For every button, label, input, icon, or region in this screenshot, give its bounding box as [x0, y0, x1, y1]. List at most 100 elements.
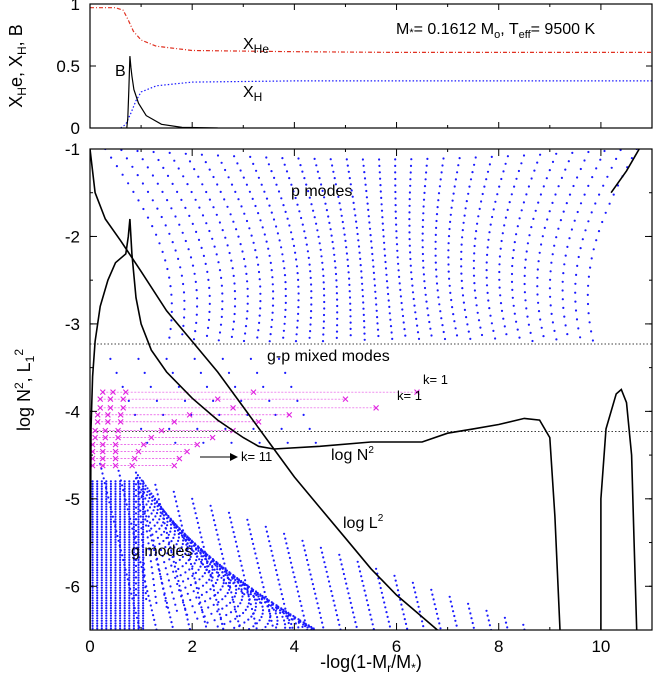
- mode-point: [202, 254, 205, 257]
- mode-point: [159, 511, 162, 514]
- mode-point: [162, 166, 165, 169]
- mode-point: [100, 528, 103, 531]
- mode-point: [216, 154, 220, 157]
- mode-point: [109, 528, 112, 531]
- mode-point: [96, 556, 99, 559]
- mode-point: [142, 624, 145, 628]
- mode-point: [114, 584, 117, 587]
- mode-point: [271, 318, 274, 321]
- mode-point: [161, 190, 164, 193]
- mode-point: [132, 612, 135, 615]
- mode-point: [284, 294, 287, 298]
- mode-point: [137, 579, 140, 582]
- annotation-k1-b: k= 1: [397, 388, 422, 403]
- mode-point: [142, 207, 145, 211]
- mode-point: [125, 573, 128, 576]
- mode-point: [597, 230, 601, 233]
- mode-point: [96, 508, 99, 511]
- mode-point: [119, 543, 122, 546]
- mode-point: [91, 569, 94, 572]
- mode-point: [306, 558, 309, 562]
- mode-point: [542, 185, 545, 188]
- mode-point: [294, 580, 297, 584]
- mode-point: [246, 295, 249, 298]
- mode-point: [270, 170, 273, 173]
- mode-point: [387, 292, 390, 296]
- mode-point: [399, 288, 402, 291]
- mode-cross: [184, 448, 190, 455]
- mode-point: [226, 574, 229, 577]
- mode-point: [156, 505, 159, 508]
- mode-point: [506, 208, 509, 211]
- mode-point: [211, 572, 214, 575]
- mode-point: [342, 572, 345, 576]
- mode-point: [240, 399, 243, 402]
- mode-point: [142, 531, 145, 534]
- mode-point: [114, 485, 117, 488]
- mode-point: [233, 595, 236, 598]
- mode-point: [230, 441, 233, 444]
- mode-point: [301, 625, 304, 629]
- mode-point: [272, 559, 275, 562]
- mode-point: [360, 270, 363, 273]
- mode-point: [105, 523, 108, 526]
- mode-point: [100, 596, 103, 600]
- mode-point: [137, 576, 140, 579]
- mode-point: [105, 492, 108, 496]
- mode-point: [132, 599, 135, 602]
- mode-point: [307, 256, 310, 259]
- mode-point: [166, 174, 170, 177]
- mode-point: [282, 204, 285, 207]
- mode-point: [114, 566, 117, 569]
- mode-point: [128, 591, 131, 595]
- mode-point: [132, 571, 135, 574]
- mode-point: [292, 571, 295, 574]
- mode-point: [355, 226, 358, 229]
- mode-point: [205, 558, 208, 561]
- mode-point: [510, 193, 513, 196]
- mode-point: [128, 579, 131, 582]
- mode-point: [234, 385, 237, 388]
- mode-point: [186, 618, 189, 621]
- mode-point: [134, 582, 138, 585]
- mode-point: [164, 597, 167, 600]
- mode-point: [526, 242, 530, 245]
- mode-point: [246, 280, 249, 283]
- mode-point: [404, 334, 407, 337]
- log-l2-curve: [90, 149, 438, 630]
- mode-point: [114, 571, 117, 574]
- mode-point: [109, 594, 112, 597]
- mode-point: [572, 184, 575, 188]
- mode-point: [173, 530, 176, 533]
- mode-point: [240, 205, 243, 208]
- mode-point: [153, 498, 156, 501]
- mode-point: [184, 552, 187, 555]
- mode-cross: [112, 441, 119, 448]
- mode-point: [256, 371, 259, 374]
- mode-cross: [214, 396, 221, 403]
- mode-point: [594, 202, 597, 205]
- mode-point: [169, 527, 173, 530]
- mode-point: [96, 548, 99, 551]
- mode-point: [231, 598, 234, 601]
- mode-point: [105, 596, 108, 600]
- mode-point: [370, 240, 373, 243]
- mode-point: [100, 627, 103, 630]
- mode-point: [247, 593, 250, 596]
- mode-point: [266, 605, 269, 608]
- mode-point: [281, 157, 284, 160]
- bottom-ylabel: log N2, L12: [12, 349, 37, 431]
- mode-point: [132, 589, 135, 592]
- mode-point: [154, 595, 157, 599]
- mode-point: [91, 563, 94, 567]
- mode-point: [441, 324, 444, 327]
- mode-point: [297, 306, 300, 309]
- mode-point: [401, 608, 404, 611]
- mode-point: [437, 296, 440, 299]
- mode-point: [250, 234, 253, 237]
- mode-point: [386, 286, 389, 289]
- mode-point: [140, 527, 143, 530]
- mode-point: [584, 229, 587, 232]
- mode-point: [123, 548, 126, 551]
- mode-point: [142, 596, 145, 600]
